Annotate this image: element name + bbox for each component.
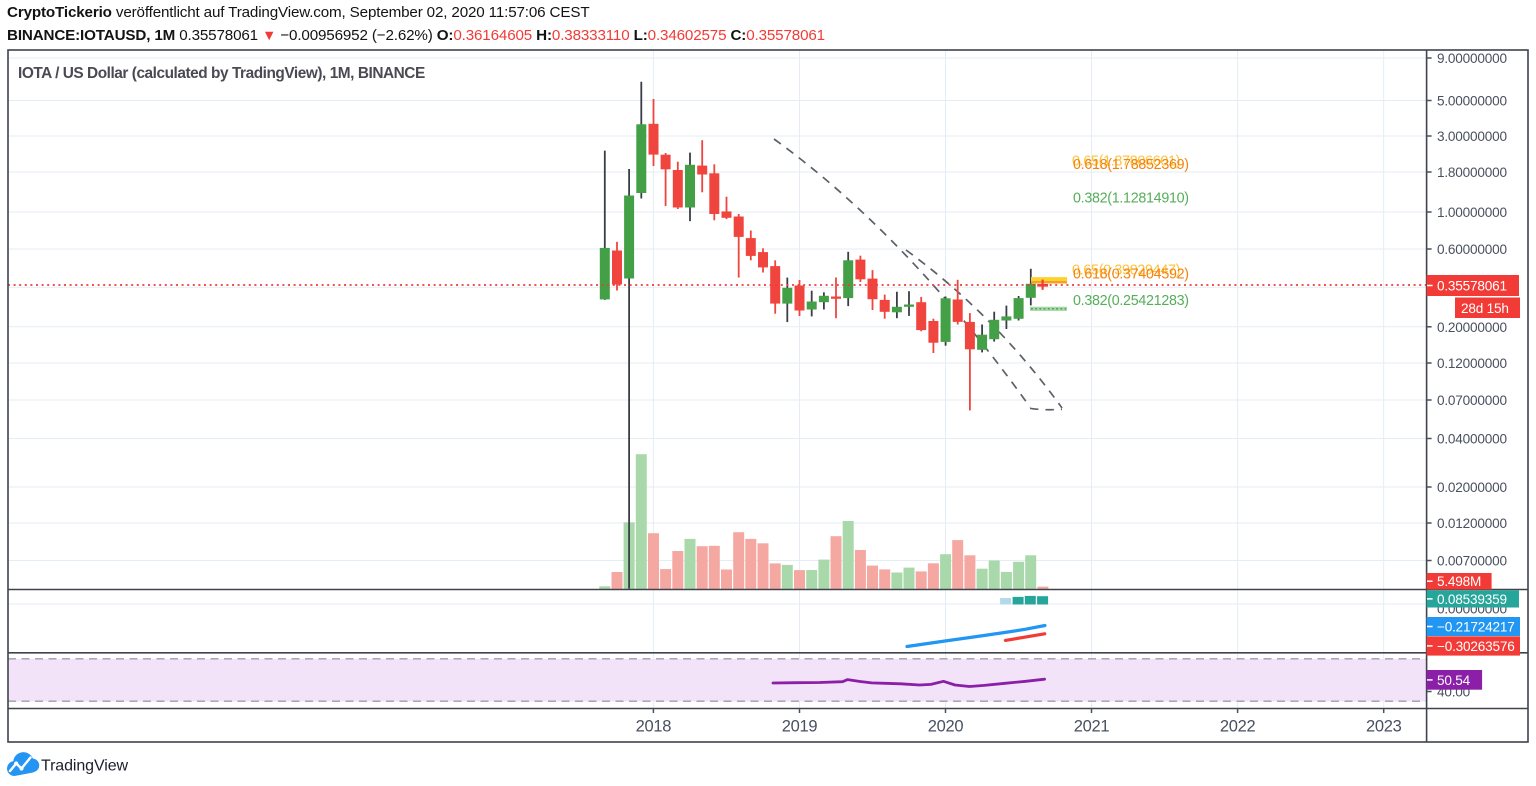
svg-text:IOTA / US Dollar (calculated b: IOTA / US Dollar (calculated by TradingV… bbox=[18, 65, 425, 82]
svg-text:2023: 2023 bbox=[1366, 718, 1402, 736]
svg-text:0.382(1.12814910): 0.382(1.12814910) bbox=[1073, 191, 1189, 207]
svg-text:5.00000000: 5.00000000 bbox=[1437, 94, 1507, 109]
svg-text:0.35578061: 0.35578061 bbox=[1437, 279, 1507, 294]
svg-text:0.00700000: 0.00700000 bbox=[1437, 554, 1507, 569]
svg-text:CryptoTickerio veröffentlicht: CryptoTickerio veröffentlicht auf Tradin… bbox=[7, 4, 589, 21]
svg-text:0.618(1.78852369): 0.618(1.78852369) bbox=[1073, 157, 1189, 173]
svg-text:2018: 2018 bbox=[636, 718, 672, 736]
svg-text:2020: 2020 bbox=[928, 718, 964, 736]
svg-text:2019: 2019 bbox=[782, 718, 818, 736]
svg-text:0.02000000: 0.02000000 bbox=[1437, 480, 1507, 495]
svg-text:0.20000000: 0.20000000 bbox=[1437, 320, 1507, 335]
svg-text:0.382(0.25421283): 0.382(0.25421283) bbox=[1073, 293, 1189, 309]
svg-text:0.01200000: 0.01200000 bbox=[1437, 516, 1507, 531]
svg-text:50.54: 50.54 bbox=[1437, 673, 1471, 688]
svg-text:28d 15h: 28d 15h bbox=[1461, 301, 1509, 316]
svg-text:−0.30263576: −0.30263576 bbox=[1437, 639, 1515, 654]
svg-text:9.00000000: 9.00000000 bbox=[1437, 51, 1507, 66]
svg-text:0.618(0.37404592): 0.618(0.37404592) bbox=[1073, 267, 1189, 283]
svg-text:−0.21724217: −0.21724217 bbox=[1437, 620, 1515, 635]
svg-text:0.07000000: 0.07000000 bbox=[1437, 393, 1507, 408]
svg-text:0.04000000: 0.04000000 bbox=[1437, 432, 1507, 447]
svg-text:2021: 2021 bbox=[1074, 718, 1110, 736]
svg-text:0.08539359: 0.08539359 bbox=[1437, 592, 1507, 607]
svg-text:3.00000000: 3.00000000 bbox=[1437, 129, 1507, 144]
svg-text:2022: 2022 bbox=[1220, 718, 1256, 736]
svg-text:5.498M: 5.498M bbox=[1437, 574, 1481, 589]
svg-text:1.80000000: 1.80000000 bbox=[1437, 165, 1507, 180]
svg-text:0.65(0.39029447): 0.65(0.39029447) bbox=[1072, 263, 1180, 279]
svg-text:BINANCE:IOTAUSD, 1M 0.35578061: BINANCE:IOTAUSD, 1M 0.35578061 ▼ −0.0095… bbox=[7, 27, 825, 44]
svg-text:TradingView: TradingView bbox=[41, 758, 128, 775]
svg-text:0.12000000: 0.12000000 bbox=[1437, 356, 1507, 371]
svg-text:0.65(1.87806601): 0.65(1.87806601) bbox=[1072, 154, 1180, 170]
svg-text:1.00000000: 1.00000000 bbox=[1437, 205, 1507, 220]
svg-text:0.60000000: 0.60000000 bbox=[1437, 242, 1507, 257]
